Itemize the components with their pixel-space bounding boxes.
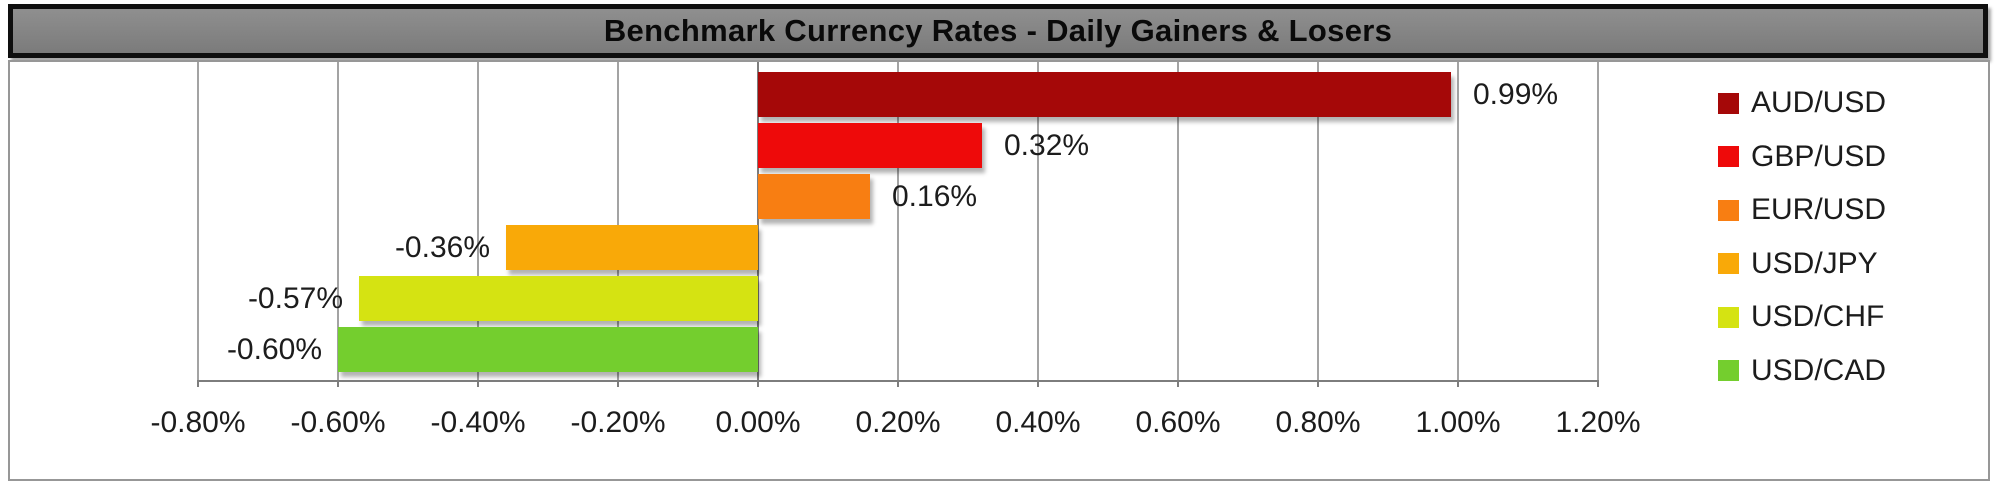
legend-swatch-usd-jpy xyxy=(1718,253,1739,274)
bar-usd-chf xyxy=(359,276,758,321)
legend-item-eur-usd: EUR/USD xyxy=(1718,189,1886,231)
legend-item-usd-cad: USD/CAD xyxy=(1718,350,1886,392)
chart-title: Benchmark Currency Rates - Daily Gainers… xyxy=(603,13,1393,48)
legend-item-gbp-usd: GBP/USD xyxy=(1718,136,1886,178)
bar-aud-usd xyxy=(758,72,1451,117)
bar-eur-usd xyxy=(758,174,870,219)
legend-label-usd-cad: USD/CAD xyxy=(1751,353,1887,387)
gridline xyxy=(1597,62,1599,380)
legend-item-usd-jpy: USD/JPY xyxy=(1718,243,1878,285)
gridline xyxy=(477,62,479,380)
axis-tick-mark xyxy=(477,380,479,387)
legend-label-gbp-usd: GBP/USD xyxy=(1751,139,1887,173)
bar-gbp-usd xyxy=(758,123,982,168)
x-tick-label: -0.80% xyxy=(150,406,246,439)
bar-value-label-usd-chf: -0.57% xyxy=(247,281,343,315)
gridline xyxy=(1177,62,1179,380)
gridline xyxy=(897,62,899,380)
legend-item-usd-chf: USD/CHF xyxy=(1718,296,1884,338)
x-tick-label: -0.20% xyxy=(570,406,666,439)
x-axis-line xyxy=(198,380,1598,382)
legend-label-eur-usd: EUR/USD xyxy=(1751,193,1887,226)
x-tick-label: 0.60% xyxy=(1135,406,1221,439)
gridline xyxy=(1037,62,1039,380)
legend-swatch-aud-usd xyxy=(1718,92,1739,114)
axis-tick-mark xyxy=(197,380,199,387)
bar-value-label-usd-cad: -0.60% xyxy=(226,332,322,366)
bar-value-label-eur-usd: 0.16% xyxy=(892,179,978,213)
bar-usd-jpy xyxy=(506,225,758,270)
x-tick-label: 0.80% xyxy=(1275,406,1361,439)
zero-gridline xyxy=(757,62,759,380)
bar-usd-cad xyxy=(338,327,758,372)
legend-label-usd-chf: USD/CHF xyxy=(1751,300,1885,333)
gridline xyxy=(1457,62,1459,380)
x-tick-label: -0.40% xyxy=(430,406,526,439)
axis-tick-mark xyxy=(337,380,339,387)
chart-title-bar: Benchmark Currency Rates - Daily Gainers… xyxy=(8,4,1988,58)
legend-label-usd-jpy: USD/JPY xyxy=(1751,246,1878,280)
axis-tick-mark xyxy=(617,380,619,387)
axis-tick-mark xyxy=(897,380,899,387)
x-tick-label: 0.40% xyxy=(995,406,1081,439)
legend-item-aud-usd: AUD/USD xyxy=(1718,82,1886,124)
legend-label-aud-usd: AUD/USD xyxy=(1751,86,1887,119)
gridline xyxy=(197,62,199,380)
x-tick-label: 1.20% xyxy=(1555,406,1641,439)
x-tick-label: 0.20% xyxy=(855,406,941,439)
axis-tick-mark xyxy=(1457,380,1459,387)
axis-tick-mark xyxy=(1037,380,1039,387)
legend-swatch-eur-usd xyxy=(1718,199,1739,221)
x-tick-label: 0.00% xyxy=(715,406,801,439)
legend-swatch-usd-chf xyxy=(1718,306,1739,328)
gridline xyxy=(1317,62,1319,380)
bar-value-label-aud-usd: 0.99% xyxy=(1473,77,1559,111)
x-tick-label: 1.00% xyxy=(1415,406,1501,439)
axis-tick-mark xyxy=(1597,380,1599,387)
axis-tick-mark xyxy=(1177,380,1179,387)
legend-swatch-usd-cad xyxy=(1718,360,1739,381)
axis-tick-mark xyxy=(1317,380,1319,387)
bar-value-label-usd-jpy: -0.36% xyxy=(394,230,490,264)
bar-value-label-gbp-usd: 0.32% xyxy=(1004,128,1090,162)
legend-swatch-gbp-usd xyxy=(1718,146,1739,167)
gridline xyxy=(617,62,619,380)
plot-area: 0.99% 0.32% 0.16% -0.36% -0.57% -0.60% xyxy=(197,62,1599,387)
axis-tick-mark xyxy=(757,380,759,387)
gridline xyxy=(337,62,339,380)
x-tick-label: -0.60% xyxy=(290,406,386,439)
